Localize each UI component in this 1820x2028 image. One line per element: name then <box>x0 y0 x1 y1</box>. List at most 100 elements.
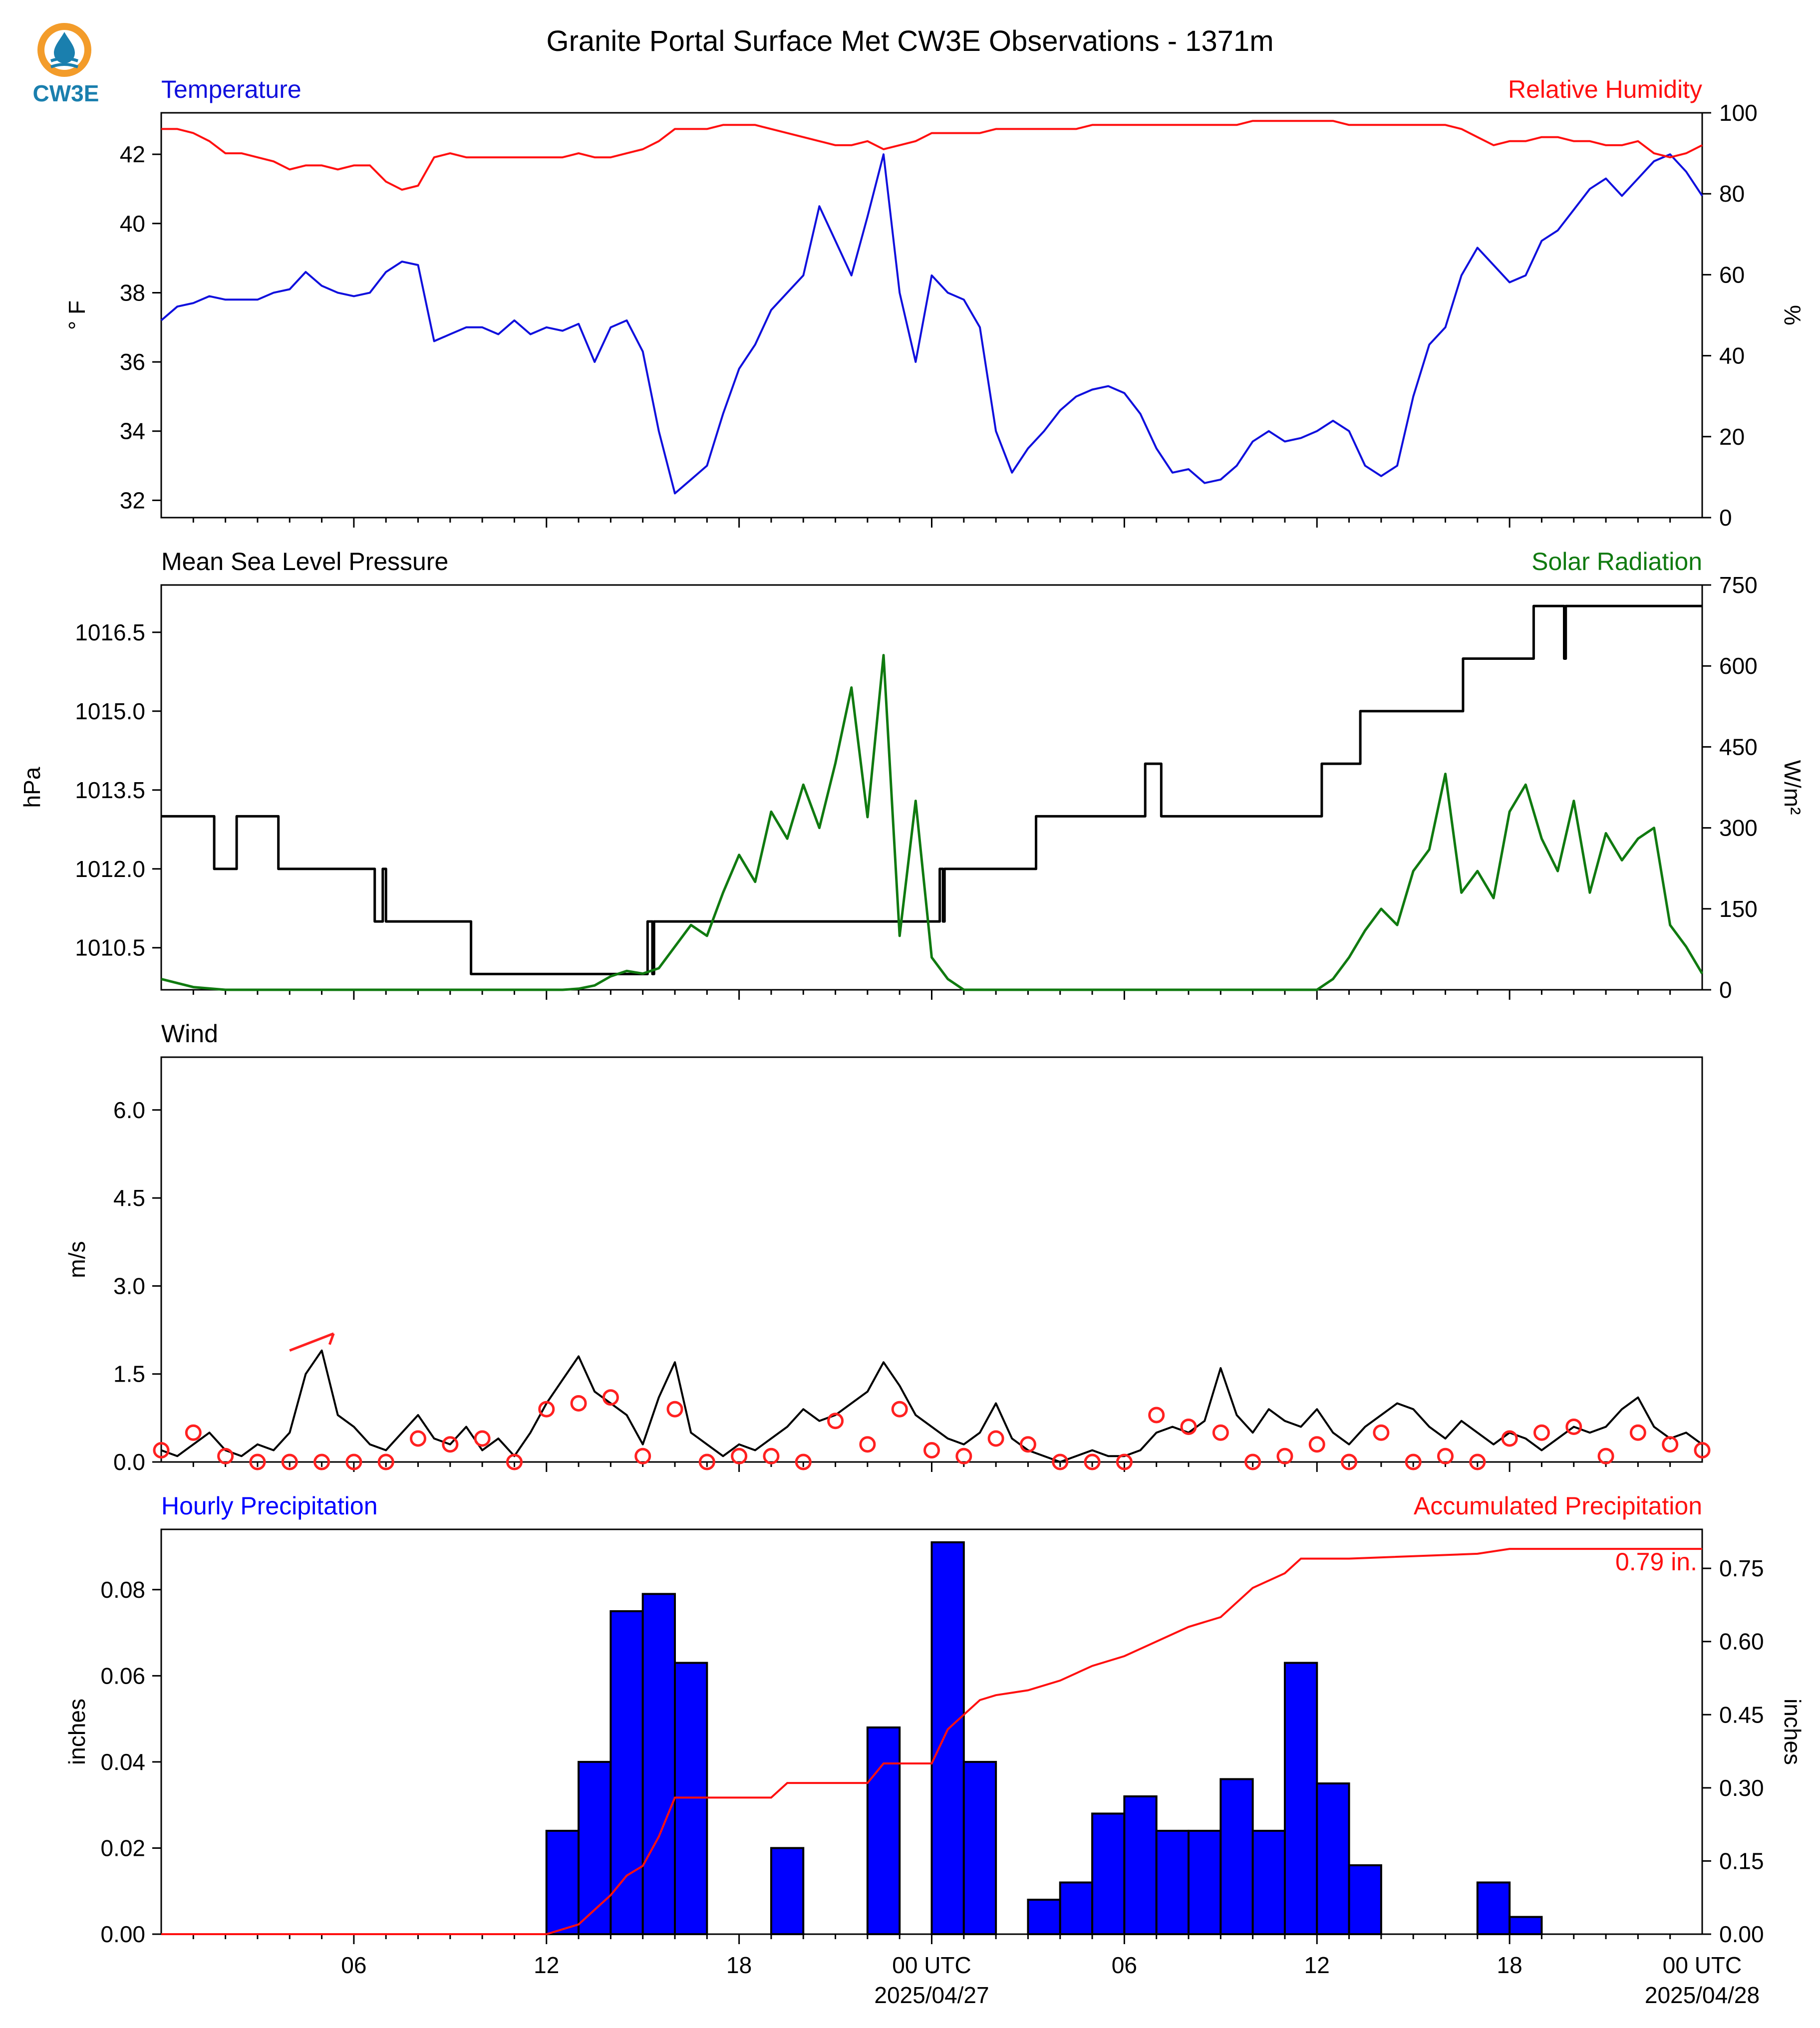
wind-direction-marker <box>1052 1453 1069 1470</box>
wind-direction-marker <box>1565 1418 1582 1435</box>
wind-direction-marker <box>185 1424 202 1441</box>
wind-direction-marker <box>410 1430 426 1447</box>
precip-bar <box>1059 1881 1094 1935</box>
wind-direction-marker <box>1148 1407 1165 1424</box>
precip-bar <box>1509 1916 1543 1935</box>
y-tick-label-left: 1015.0 <box>75 698 145 724</box>
x-tick-label: 00 UTC <box>892 1952 971 1978</box>
y-tick-label-left: 6.0 <box>113 1097 145 1123</box>
precip-bar <box>1188 1829 1222 1936</box>
precip-bar <box>578 1760 612 1935</box>
x-tick-label: 12 <box>1304 1952 1330 1978</box>
wind-direction-marker <box>1405 1453 1422 1470</box>
y-tick-label-right: 40 <box>1719 343 1745 369</box>
precip-bar <box>930 1541 965 1936</box>
panel-temperature-humidity: Temperature Relative Humidity 32 34 36 38 40 42… <box>64 75 1806 531</box>
precip-bar <box>770 1847 805 1935</box>
wind-direction-marker <box>1276 1448 1293 1464</box>
series-line-temperature <box>160 153 1703 495</box>
wind-direction-marker <box>249 1453 266 1470</box>
wind-direction-marker <box>1694 1442 1711 1458</box>
y-tick-label-left: 42 <box>120 141 145 167</box>
y-tick-label-right: 150 <box>1719 896 1758 922</box>
y-tick-label-right: 20 <box>1719 424 1745 450</box>
y-tick-label-left: 0.04 <box>100 1749 145 1775</box>
y-tick-label-left: 3.0 <box>113 1273 145 1299</box>
x-tick-label: 18 <box>726 1952 752 1978</box>
series-line-mean-sea-level-pressure <box>161 604 1702 975</box>
wind-direction-marker <box>1084 1453 1101 1470</box>
series-line-wind <box>161 1349 1703 1463</box>
wind-direction-marker <box>1501 1430 1518 1447</box>
panel-wind: Wind 0.0 1.5 3.0 4.5 6.0 m/s <box>64 1020 1711 1475</box>
y-axis-label-left: inches <box>64 1699 90 1765</box>
precip-bar <box>1316 1782 1350 1936</box>
y-tick-label-left: 1.5 <box>113 1361 145 1387</box>
y-tick-label-left: 0.06 <box>100 1663 145 1689</box>
precip-bar <box>1476 1881 1511 1935</box>
wind-direction-marker <box>281 1453 298 1470</box>
panel-pressure-solar: Mean Sea Level Pressure Solar Radiation 10… <box>19 548 1806 1003</box>
y-tick-label-right: 0.45 <box>1719 1702 1764 1728</box>
wind-direction-marker <box>1019 1436 1036 1453</box>
wind-direction-marker <box>1180 1418 1197 1435</box>
precip-bar <box>1027 1898 1061 1936</box>
wind-direction-marker <box>1533 1424 1550 1441</box>
wind-direction-marker <box>763 1448 780 1464</box>
precip-bar <box>866 1726 901 1935</box>
wind-direction-marker <box>313 1453 330 1470</box>
y-tick-label-left: 36 <box>120 349 145 375</box>
wind-direction-marker <box>377 1453 394 1470</box>
left-title: Wind <box>161 1020 218 1048</box>
y-tick-label-left: 1016.5 <box>75 619 145 645</box>
series-line-relative-humidity <box>161 120 1703 191</box>
y-tick-label-right: 0.00 <box>1719 1921 1764 1947</box>
series-line-solar-radiation <box>161 654 1704 991</box>
wind-direction-marker <box>570 1395 587 1412</box>
precip-bar <box>609 1610 644 1935</box>
wind-direction-marker <box>602 1389 619 1406</box>
wind-direction-marker <box>795 1453 812 1470</box>
x-tick-label: 06 <box>341 1952 366 1978</box>
wind-direction-marker <box>217 1448 234 1464</box>
y-axis-label-left: hPa <box>19 767 45 808</box>
y-tick-label-right: 300 <box>1719 815 1758 841</box>
wind-direction-marker <box>1373 1424 1390 1441</box>
wind-direction-marker <box>923 1442 940 1458</box>
wind-direction-marker <box>1629 1424 1646 1441</box>
wind-barb-flag <box>328 1333 335 1345</box>
wind-direction-marker <box>698 1453 715 1470</box>
wind-direction-marker <box>891 1401 908 1418</box>
accumulated-precip-line <box>161 1548 1702 1935</box>
y-tick-label-right: 450 <box>1719 734 1758 760</box>
x-tick-label: 12 <box>534 1952 559 1978</box>
y-tick-label-left: 1010.5 <box>75 935 145 961</box>
y-tick-label-left: 32 <box>120 487 145 513</box>
x-tick-label: 06 <box>1112 1952 1137 1978</box>
wind-direction-marker <box>666 1401 683 1418</box>
left-title: Mean Sea Level Pressure <box>161 548 448 576</box>
right-title: Accumulated Precipitation <box>1414 1492 1702 1520</box>
y-axis-label-right: W/m² <box>1780 760 1806 815</box>
left-title: Temperature <box>161 75 302 103</box>
right-title: Solar Radiation <box>1531 548 1702 576</box>
precip-bar <box>1155 1829 1190 1936</box>
y-tick-label-right: 0.75 <box>1719 1555 1764 1581</box>
y-tick-label-left: 34 <box>120 418 145 444</box>
y-axis-label-right: inches <box>1780 1699 1806 1765</box>
x-date-label: 2025/04/27 <box>874 1982 989 2008</box>
wind-barb <box>289 1332 334 1352</box>
precip-bar <box>1123 1795 1158 1935</box>
y-tick-label-left: 0.02 <box>100 1835 145 1861</box>
y-tick-label-right: 600 <box>1719 653 1758 679</box>
wind-direction-marker <box>1662 1436 1679 1453</box>
panel-precipitation: Hourly Precipitation Accumulated Precipit… <box>64 1492 1806 2008</box>
y-tick-label-right: 60 <box>1719 262 1745 288</box>
wind-direction-marker <box>1308 1436 1325 1453</box>
wind-direction-marker <box>987 1430 1004 1447</box>
panels: Temperature Relative Humidity 32 34 36 38 40 42… <box>19 75 1806 2008</box>
logo-text: CW3E <box>32 80 99 106</box>
wind-direction-marker <box>1597 1448 1614 1464</box>
x-date-label: 2025/04/28 <box>1645 1982 1760 2008</box>
